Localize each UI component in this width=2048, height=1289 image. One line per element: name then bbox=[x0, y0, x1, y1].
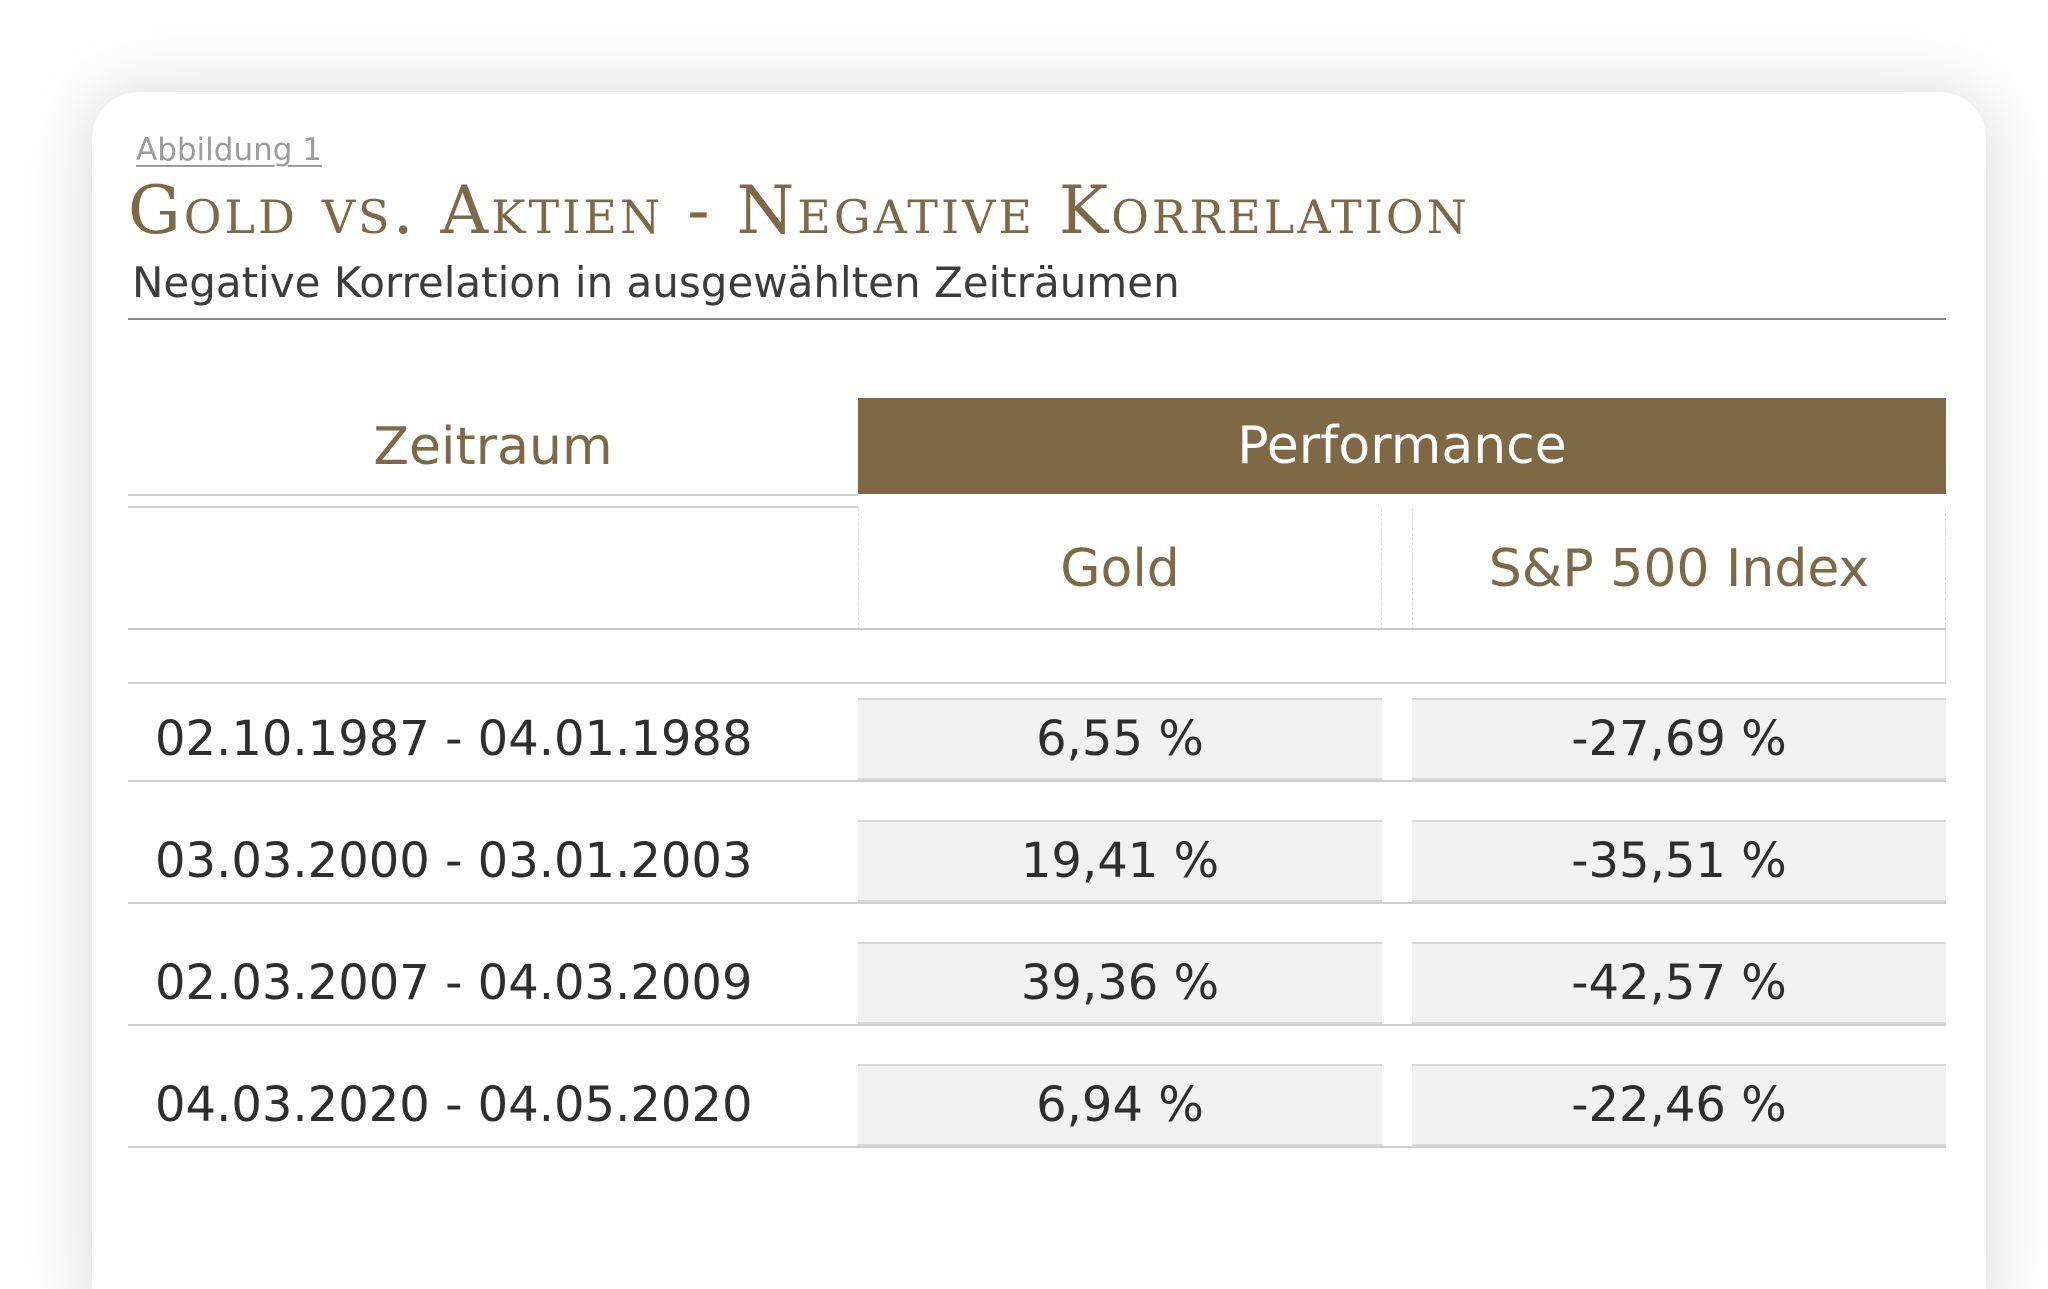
body-top-divider bbox=[128, 682, 1946, 684]
row-period: 02.10.1987 - 04.01.1988 bbox=[155, 711, 753, 767]
cell-sp500: -22,46 % bbox=[1412, 1064, 1946, 1146]
cell-gold: 6,94 % bbox=[858, 1064, 1382, 1146]
row-divider bbox=[128, 902, 1946, 904]
header-gold: Gold bbox=[858, 508, 1382, 630]
header-sp500: S&P 500 Index bbox=[1412, 508, 1946, 630]
cell-gold: 19,41 % bbox=[858, 820, 1382, 902]
row-period: 02.03.2007 - 04.03.2009 bbox=[155, 955, 753, 1011]
cell-sp500: -27,69 % bbox=[1412, 698, 1946, 780]
row-divider bbox=[128, 1024, 1946, 1026]
row-period: 04.03.2020 - 04.05.2020 bbox=[155, 1077, 753, 1133]
row-divider bbox=[128, 780, 1946, 782]
body-top-edge bbox=[1945, 630, 1946, 682]
header-period: Zeitraum bbox=[373, 417, 613, 477]
header-performance: Performance bbox=[858, 398, 1946, 494]
row-divider bbox=[128, 1146, 1946, 1148]
cell-sp500: -42,57 % bbox=[1412, 942, 1946, 1024]
title-divider bbox=[128, 318, 1946, 320]
header-divider-top bbox=[128, 494, 858, 496]
header-divider-bottom bbox=[128, 506, 858, 508]
cell-gold: 39,36 % bbox=[858, 942, 1382, 1024]
subheader-divider bbox=[128, 628, 1946, 630]
cell-gold: 6,55 % bbox=[858, 698, 1382, 780]
cell-sp500: -35,51 % bbox=[1412, 820, 1946, 902]
chart-title: Gold vs. Aktien - Negative Korrelation bbox=[128, 172, 1470, 249]
row-period: 03.03.2000 - 03.01.2003 bbox=[155, 833, 753, 889]
chart-subtitle: Negative Korrelation in ausgewählten Zei… bbox=[132, 258, 1180, 307]
figure-label[interactable]: Abbildung 1 bbox=[136, 132, 323, 168]
